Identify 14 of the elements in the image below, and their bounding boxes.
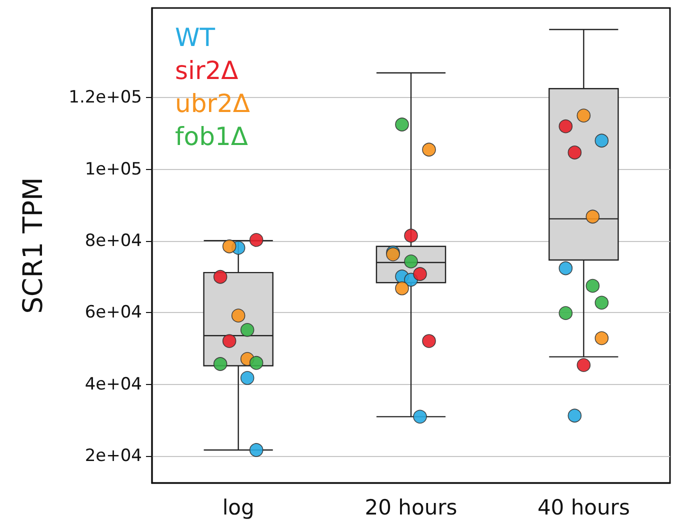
y-tick-label: 1e+05 <box>84 159 142 180</box>
x-tick-label: 40 hours <box>537 496 630 520</box>
x-tick-label: 20 hours <box>364 496 458 520</box>
y-tick-label: 2e+04 <box>84 446 142 466</box>
text: sir2Δ <box>175 56 238 85</box>
text: fob1Δ <box>175 122 248 151</box>
y-axis-title: SCR1 TPM <box>18 177 49 314</box>
y-tick-label: 1.2e+05 <box>68 88 142 108</box>
text: WT <box>175 23 216 52</box>
y-tick-label: 6e+04 <box>84 302 142 323</box>
x-tick-label: log <box>222 496 254 520</box>
text: ubr2Δ <box>175 89 250 118</box>
y-tick-label: 4e+04 <box>84 374 142 394</box>
y-tick-label: 8e+04 <box>84 231 142 252</box>
